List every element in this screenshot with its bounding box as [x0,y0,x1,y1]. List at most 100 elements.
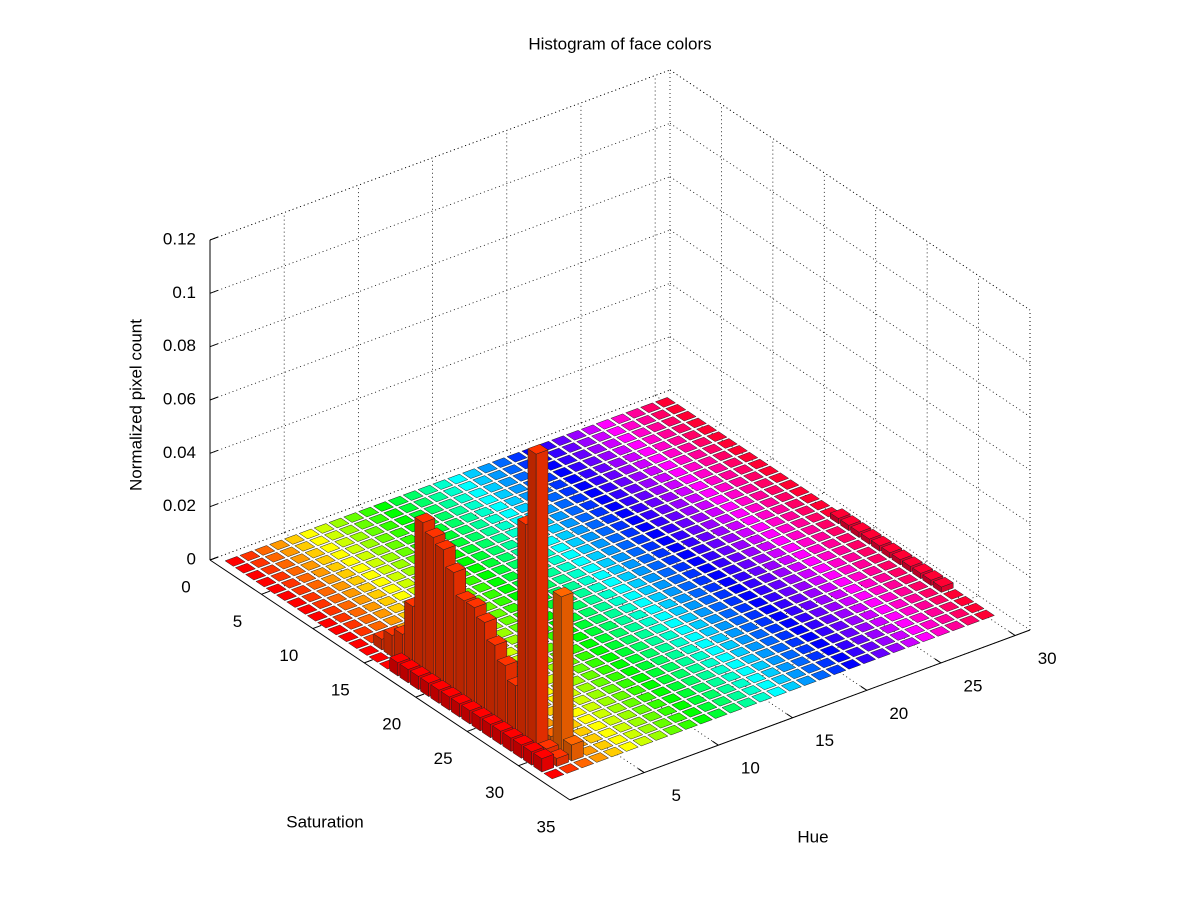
bar [612,476,634,488]
bar-top [852,590,874,601]
bar-top [816,550,838,562]
bar [311,598,333,610]
bar [867,585,889,596]
bar-top [254,545,276,556]
bar-top [433,510,455,522]
bar [661,586,684,597]
grid-line [209,389,671,561]
bar [753,478,775,489]
bar [577,606,599,618]
grid-line [209,336,671,508]
y-tick-label: 15 [331,680,350,699]
bar-top [843,615,865,626]
bar [763,623,785,634]
bar [634,521,656,533]
bar [666,574,688,585]
bar [963,602,985,614]
bar [606,702,628,714]
bar [387,495,409,507]
bar-top [708,494,730,505]
bar-top [606,702,628,714]
bar-top [589,538,612,549]
bar [641,572,663,584]
bar [640,541,662,552]
bar [650,409,672,420]
bar-side [445,566,455,699]
bar [546,447,568,459]
bar-top [552,467,574,478]
bar [809,638,831,649]
bar [627,471,649,482]
bar-top [745,534,767,545]
bar-top [898,605,920,617]
bar-top [660,554,682,566]
bar [648,623,670,634]
bar [645,560,668,571]
bar-top [817,582,839,593]
bar [632,735,654,747]
bar-top [584,657,606,669]
bar [803,619,825,630]
bar-top [840,659,862,670]
bar [438,498,460,510]
bar-top [390,558,412,570]
bar-top [563,505,585,516]
bar-top [572,480,594,492]
bar [795,675,817,686]
bar-top [616,709,638,721]
bar [620,420,642,431]
y-axis [209,559,571,801]
bar-top [869,648,892,659]
bar-top [662,724,684,736]
bar-side [424,531,434,685]
bar [708,632,730,644]
bar [904,624,926,636]
bar-top [753,478,775,489]
bar [796,568,818,579]
y-tick [364,659,373,664]
bar [533,748,555,773]
bar [305,579,327,590]
bar [643,497,665,508]
bar-top [853,622,876,633]
bar-top [440,686,462,698]
bar-top [824,632,846,644]
bar [838,627,861,638]
bar-top [714,513,736,525]
bar-top [385,571,407,582]
bar-top [605,564,628,575]
bar [698,626,720,637]
bar [792,580,814,592]
bar [693,499,715,511]
bar-top [698,487,720,499]
bar-top [590,431,613,442]
bar [605,425,627,437]
bar [702,475,725,486]
bar-top [850,522,872,533]
bar [379,552,402,563]
bar [570,556,592,567]
bar-top [768,611,790,622]
bar [346,606,368,618]
bar-top [527,444,549,455]
bar [632,597,654,608]
bar [629,534,652,545]
bar-top [591,708,613,719]
bar [760,528,782,540]
bar-top [635,414,657,426]
bar [769,642,791,654]
bar-top [480,557,502,568]
bar-top [765,547,787,559]
bar-top [551,574,573,585]
bar [800,524,822,536]
bar-top [928,594,950,606]
bar [624,653,646,664]
bar [682,461,704,473]
bar [323,530,346,541]
bar [560,549,582,560]
bar [623,622,645,633]
bar-top [305,579,327,590]
bar [372,501,395,512]
bar [777,586,799,597]
bar [684,524,706,536]
